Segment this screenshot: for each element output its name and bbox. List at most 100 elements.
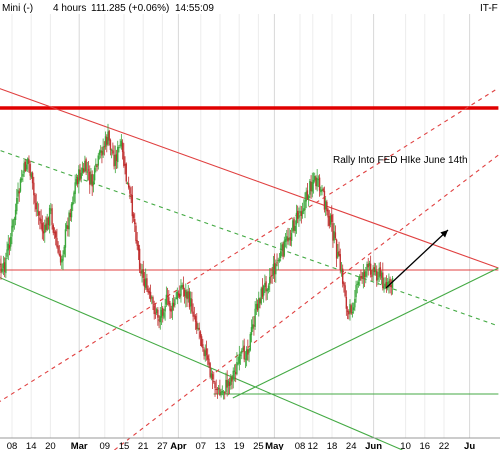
candle-body xyxy=(87,169,90,171)
candle-body xyxy=(271,274,273,276)
candle-body xyxy=(294,225,296,232)
candle-body xyxy=(192,311,194,317)
candle-body xyxy=(1,268,3,272)
candle-body xyxy=(106,137,108,145)
candle-body xyxy=(226,379,228,388)
x-tick-label: 16 xyxy=(420,441,431,450)
trend-lines xyxy=(0,87,499,450)
candle-body xyxy=(23,163,25,174)
candle-body xyxy=(244,358,247,360)
candle-body xyxy=(233,370,236,373)
x-tick-label: 24 xyxy=(346,441,357,450)
candle-body xyxy=(81,167,84,173)
x-tick-label: Mar xyxy=(71,441,88,450)
candle-body xyxy=(239,354,242,356)
candle-body xyxy=(171,302,174,311)
candle-body xyxy=(103,146,106,148)
candle-body xyxy=(185,290,187,298)
candle-body xyxy=(182,284,185,289)
x-tick-label: 18 xyxy=(327,441,338,450)
candle-body xyxy=(29,164,31,176)
candle-body xyxy=(41,223,44,232)
header-bar: Mini (-) 4 hours 111.285 (+0.06%) 14:55:… xyxy=(2,3,498,14)
candle-body xyxy=(199,331,202,338)
candle-body xyxy=(211,374,214,380)
candle-body xyxy=(138,248,141,270)
candle-body xyxy=(215,388,217,391)
candle-body xyxy=(247,349,249,355)
candle-body xyxy=(189,298,192,307)
candle-body xyxy=(232,370,234,380)
candle-body xyxy=(316,177,318,187)
candle-body xyxy=(112,150,114,154)
x-tick-label: 27 xyxy=(157,441,168,450)
candle-body xyxy=(286,236,288,241)
candle-body xyxy=(121,142,124,153)
candle-body xyxy=(110,149,113,151)
candle-body xyxy=(293,218,295,231)
candle-body xyxy=(18,191,20,194)
x-tick-label: 13 xyxy=(215,441,226,450)
candle-body xyxy=(7,243,9,251)
candle-body xyxy=(75,178,78,184)
candle-body xyxy=(295,212,298,225)
candle-body xyxy=(357,281,360,285)
candle-body xyxy=(355,285,357,298)
candle-body xyxy=(165,294,168,305)
candle-body xyxy=(227,380,230,386)
candle-body xyxy=(64,229,67,248)
candle-body xyxy=(181,285,183,288)
candle-body xyxy=(231,377,233,382)
candle-body xyxy=(230,377,232,385)
candle-body xyxy=(282,243,284,257)
x-tick-label: 15 xyxy=(119,441,130,450)
candle-body xyxy=(30,173,33,178)
candle-body xyxy=(265,281,267,292)
candle-body xyxy=(33,182,35,196)
candle-body xyxy=(152,297,154,304)
candle-body xyxy=(149,291,152,300)
candle-body xyxy=(363,271,366,278)
candle-body xyxy=(31,172,34,184)
candle-body xyxy=(17,189,19,197)
candle-body xyxy=(124,163,126,166)
candle-body xyxy=(28,159,30,164)
candle-body xyxy=(67,225,69,230)
candle-body xyxy=(262,285,265,296)
candle-body xyxy=(339,254,341,270)
candle-body xyxy=(187,291,189,299)
annotations: Rally Into FED HIke June 14th xyxy=(333,155,468,166)
candle-body xyxy=(324,201,327,210)
candle-body xyxy=(70,204,73,218)
x-tick-label: 14 xyxy=(26,441,37,450)
candle-body xyxy=(198,327,200,330)
candle-body xyxy=(276,262,278,264)
candle-body xyxy=(61,258,63,263)
candle-body xyxy=(333,231,335,241)
candle-body xyxy=(327,209,329,218)
candle-body xyxy=(101,150,103,156)
candle-body xyxy=(172,302,175,307)
candle-body xyxy=(352,307,355,310)
candle-body xyxy=(147,288,149,293)
candle-body xyxy=(80,172,82,179)
candle-body xyxy=(120,140,123,147)
candle-body xyxy=(332,223,334,241)
x-tick-label: 08 xyxy=(7,441,18,450)
candle-body xyxy=(58,253,61,256)
x-axis-ticks: 08 14 20 Mar 09 15 21 27 Apr 07 13 19 25 May 08 12 18 24 J… xyxy=(7,441,476,450)
candle-body xyxy=(346,310,349,312)
candle-body xyxy=(329,215,332,225)
x-tick-label: Jun xyxy=(365,441,382,450)
candles xyxy=(0,123,394,400)
candle-body xyxy=(348,311,350,315)
candle-body xyxy=(314,176,316,181)
candle-body xyxy=(208,358,210,365)
candle-body xyxy=(380,272,383,278)
candle-body xyxy=(292,220,294,232)
candle-body xyxy=(12,220,14,228)
candle-body xyxy=(59,254,62,263)
candle-body xyxy=(19,178,22,192)
trend-line-support-up-green xyxy=(232,267,499,399)
